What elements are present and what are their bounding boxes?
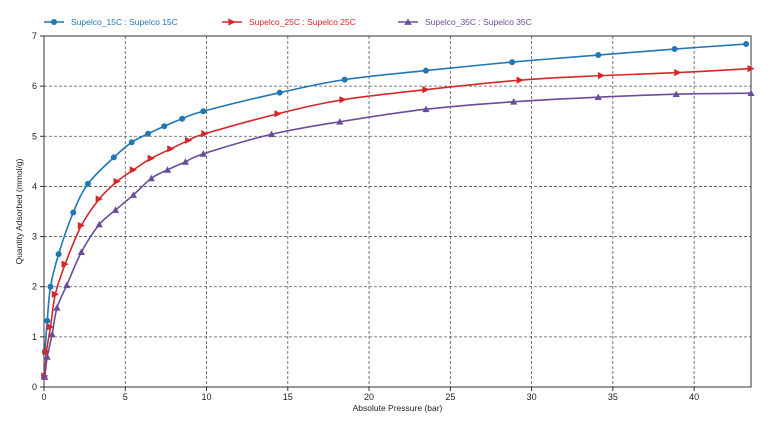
data-point-marker bbox=[95, 195, 103, 203]
x-tick-label: 30 bbox=[527, 392, 537, 402]
plot-frame bbox=[43, 35, 752, 388]
data-point-marker bbox=[53, 304, 61, 311]
series-3 bbox=[41, 89, 755, 380]
data-point-marker bbox=[70, 209, 77, 216]
data-point-marker bbox=[185, 136, 193, 144]
data-point-marker bbox=[201, 130, 209, 138]
data-point-marker bbox=[145, 130, 152, 137]
data-point-marker bbox=[167, 145, 175, 153]
data-point-marker bbox=[147, 154, 155, 162]
data-point-marker bbox=[595, 52, 602, 59]
data-point-marker bbox=[47, 283, 54, 290]
x-tick-label: 15 bbox=[283, 392, 293, 402]
data-point-marker bbox=[671, 46, 678, 53]
data-point-marker bbox=[51, 19, 57, 25]
data-point-marker bbox=[422, 105, 430, 113]
y-tick-label: 4 bbox=[32, 181, 37, 191]
series-line bbox=[44, 92, 752, 378]
legend-entry: Supelco_25C : Supelco 25C bbox=[222, 17, 356, 27]
data-point-marker bbox=[55, 251, 62, 258]
data-point-marker bbox=[181, 158, 189, 165]
data-point-marker bbox=[77, 248, 85, 255]
axis-ticks: 0 5 10 15 20 25 30 35 40 0 1 2 3 4 5 6 7 bbox=[32, 31, 699, 402]
legend-label: Supelco_35C : Supelco 35C bbox=[425, 17, 532, 27]
data-point-marker bbox=[516, 76, 524, 84]
data-point-marker bbox=[129, 191, 137, 198]
data-point-marker bbox=[339, 96, 347, 104]
series-group bbox=[41, 41, 755, 380]
data-point-marker bbox=[113, 177, 121, 186]
grid bbox=[44, 36, 751, 387]
y-tick-label: 3 bbox=[32, 232, 37, 242]
series-line bbox=[44, 43, 747, 352]
data-point-marker bbox=[422, 67, 429, 74]
data-point-marker bbox=[510, 98, 518, 105]
data-point-marker bbox=[77, 221, 85, 230]
x-tick-label: 0 bbox=[41, 392, 46, 402]
data-point-marker bbox=[594, 93, 602, 101]
y-tick-label: 2 bbox=[32, 282, 37, 292]
data-point-marker bbox=[128, 139, 135, 146]
data-point-marker bbox=[43, 353, 51, 360]
data-point-marker bbox=[44, 317, 51, 324]
y-tick-label: 5 bbox=[32, 131, 37, 141]
data-point-marker bbox=[95, 220, 103, 228]
data-point-marker bbox=[111, 206, 120, 213]
legend: Supelco_15C : Supelco 15C Supelco_25C : S… bbox=[44, 17, 532, 27]
data-point-marker bbox=[41, 373, 49, 380]
data-point-marker bbox=[267, 130, 276, 138]
data-point-marker bbox=[51, 290, 59, 298]
data-point-marker bbox=[276, 89, 283, 96]
data-point-marker bbox=[84, 180, 91, 187]
data-point-marker bbox=[228, 18, 236, 26]
data-point-marker bbox=[747, 64, 755, 73]
data-point-marker bbox=[61, 260, 69, 268]
data-point-marker bbox=[674, 69, 682, 77]
x-tick-label: 5 bbox=[123, 392, 128, 402]
data-point-marker bbox=[46, 323, 55, 331]
data-point-marker bbox=[672, 90, 680, 98]
y-tick-label: 1 bbox=[32, 332, 37, 342]
data-point-marker bbox=[147, 174, 155, 182]
y-axis-label: Quantity Adsorbed (mmol/g) bbox=[14, 158, 24, 264]
legend-label: Supelco_25C : Supelco 25C bbox=[249, 17, 356, 27]
x-tick-label: 40 bbox=[689, 392, 699, 402]
data-point-marker bbox=[341, 76, 348, 83]
data-point-marker bbox=[404, 18, 412, 25]
series-2 bbox=[41, 64, 755, 380]
legend-entry: Supelco_35C : Supelco 35C bbox=[398, 17, 532, 27]
data-point-marker bbox=[274, 110, 282, 118]
series-1 bbox=[41, 41, 750, 355]
x-axis-label: Absolute Pressure (bar) bbox=[353, 403, 443, 413]
data-point-marker bbox=[110, 154, 117, 161]
data-point-marker bbox=[336, 118, 344, 125]
x-tick-label: 35 bbox=[608, 392, 618, 402]
data-point-marker bbox=[42, 348, 51, 356]
x-tick-label: 20 bbox=[364, 392, 374, 402]
data-point-marker bbox=[163, 166, 172, 173]
y-tick-label: 6 bbox=[32, 81, 37, 91]
data-point-marker bbox=[422, 86, 430, 94]
y-tick-label: 0 bbox=[32, 382, 37, 392]
data-point-marker bbox=[743, 41, 750, 48]
y-tick-label: 7 bbox=[32, 31, 37, 41]
x-tick-label: 10 bbox=[202, 392, 212, 402]
x-tick-label: 25 bbox=[445, 392, 455, 402]
data-point-marker bbox=[597, 72, 606, 80]
legend-entry: Supelco_15C : Supelco 15C bbox=[44, 17, 178, 27]
series-line bbox=[44, 67, 752, 377]
data-point-marker bbox=[179, 115, 186, 122]
data-point-marker bbox=[63, 281, 71, 289]
data-point-marker bbox=[48, 330, 56, 338]
data-point-marker bbox=[199, 150, 207, 157]
data-point-marker bbox=[161, 123, 168, 130]
legend-label: Supelco_15C : Supelco 15C bbox=[71, 17, 178, 27]
data-point-marker bbox=[129, 166, 137, 174]
data-point-marker bbox=[747, 89, 755, 97]
data-point-marker bbox=[509, 59, 516, 66]
data-point-marker bbox=[200, 108, 207, 115]
